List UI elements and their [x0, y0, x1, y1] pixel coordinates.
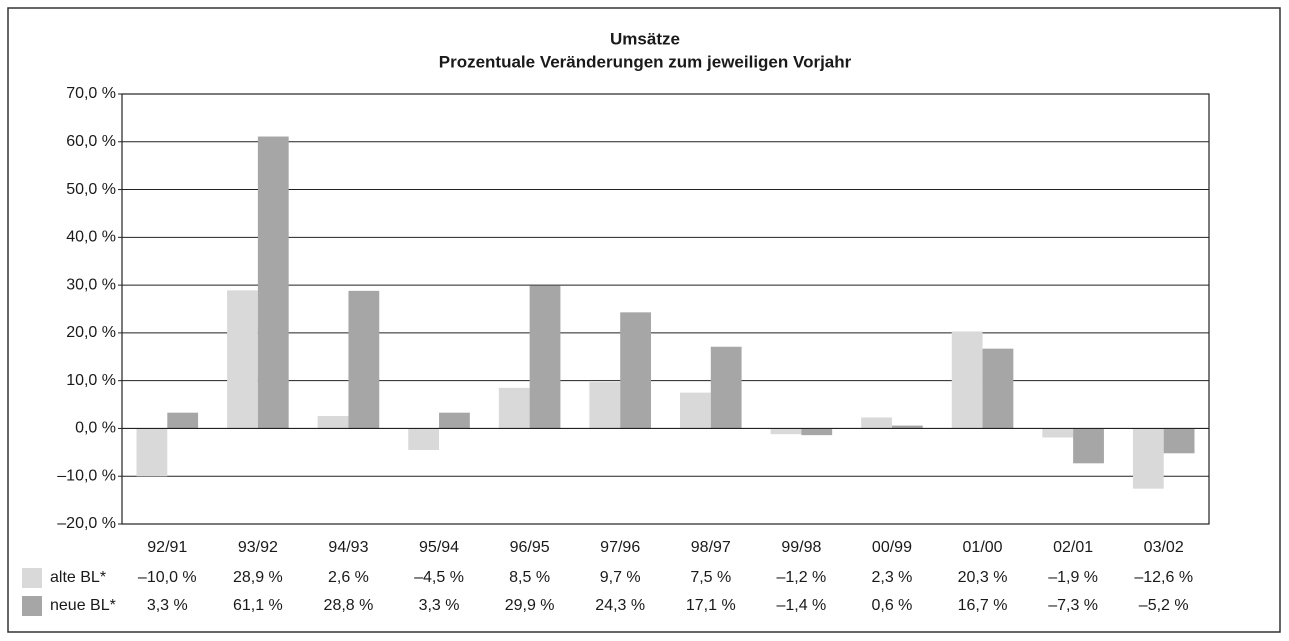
bar — [227, 290, 258, 429]
table-value: –4,5 % — [414, 569, 464, 586]
bar — [1163, 428, 1195, 454]
table-value: 20,3 % — [958, 569, 1008, 586]
legend-swatch — [22, 596, 42, 616]
table-value: –7,3 % — [1048, 597, 1098, 614]
x-tick-label: 03/02 — [1144, 539, 1184, 556]
table-value: 29,9 % — [505, 597, 555, 614]
x-tick-label: 02/01 — [1053, 539, 1093, 556]
legend-label: neue BL* — [50, 597, 116, 614]
bar — [951, 331, 983, 429]
table-value: –1,2 % — [776, 569, 826, 586]
bar — [982, 348, 1014, 429]
x-tick-label: 98/97 — [691, 539, 731, 556]
bar — [1132, 428, 1164, 489]
y-tick-label: 50,0 % — [66, 181, 116, 198]
x-tick-label: 99/98 — [781, 539, 821, 556]
bar — [770, 428, 802, 435]
table-value: –1,9 % — [1048, 569, 1098, 586]
x-tick-label: 01/00 — [963, 539, 1003, 556]
y-tick-label: –10,0 % — [57, 467, 116, 484]
table-value: 3,3 % — [419, 597, 460, 614]
bar — [408, 428, 440, 450]
table-value: 24,3 % — [595, 597, 645, 614]
bar — [710, 346, 742, 429]
table-value: 9,7 % — [600, 569, 641, 586]
bar — [167, 412, 199, 429]
x-tick-label: 00/99 — [872, 539, 912, 556]
bar — [589, 382, 621, 429]
table-value: 3,3 % — [147, 597, 188, 614]
y-tick-label: 0,0 % — [75, 420, 116, 437]
bar — [348, 290, 380, 429]
table-value: 61,1 % — [233, 597, 283, 614]
y-tick-label: 30,0 % — [66, 276, 116, 293]
legend-label: alte BL* — [50, 569, 106, 586]
bar — [439, 412, 470, 429]
x-tick-label: 95/94 — [419, 539, 459, 556]
table-value: 16,7 % — [958, 597, 1008, 614]
bar — [498, 387, 530, 429]
bar — [257, 136, 289, 429]
y-tick-label: 10,0 % — [66, 372, 116, 389]
chart-frame — [7, 7, 1281, 633]
bar — [620, 312, 652, 429]
x-tick-label: 93/92 — [238, 539, 278, 556]
x-tick-label: 94/93 — [328, 539, 368, 556]
bar — [801, 428, 833, 436]
x-tick-label: 96/95 — [510, 539, 550, 556]
table-value: –5,2 % — [1139, 597, 1189, 614]
table-value: 7,5 % — [690, 569, 731, 586]
table-value: –1,4 % — [776, 597, 826, 614]
table-value: 2,3 % — [871, 569, 912, 586]
table-value: –12,6 % — [1134, 569, 1193, 586]
bar — [891, 425, 923, 429]
legend-swatch — [22, 568, 42, 588]
chart-title: Umsätze — [610, 29, 680, 48]
bar — [317, 416, 349, 429]
bar — [861, 417, 892, 429]
bar — [1073, 428, 1104, 464]
chart-subtitle: Prozentuale Veränderungen zum jeweiligen… — [439, 52, 852, 71]
y-tick-label: 20,0 % — [66, 324, 116, 341]
table-value: 8,5 % — [509, 569, 550, 586]
y-tick-label: 40,0 % — [66, 229, 116, 246]
y-tick-label: –20,0 % — [57, 515, 116, 532]
bar — [679, 392, 711, 429]
table-value: 2,6 % — [328, 569, 369, 586]
x-tick-label: 92/91 — [147, 539, 187, 556]
bar — [529, 285, 561, 429]
table-value: 0,6 % — [871, 597, 912, 614]
y-tick-label: 60,0 % — [66, 133, 116, 150]
x-tick-label: 97/96 — [600, 539, 640, 556]
table-value: –10,0 % — [138, 569, 197, 586]
table-value: 17,1 % — [686, 597, 736, 614]
table-value: 28,8 % — [324, 597, 374, 614]
table-value: 28,9 % — [233, 569, 283, 586]
plot-frame — [121, 93, 1210, 525]
y-tick-label: 70,0 % — [66, 85, 116, 102]
bar — [1042, 428, 1074, 438]
bar — [136, 428, 168, 477]
